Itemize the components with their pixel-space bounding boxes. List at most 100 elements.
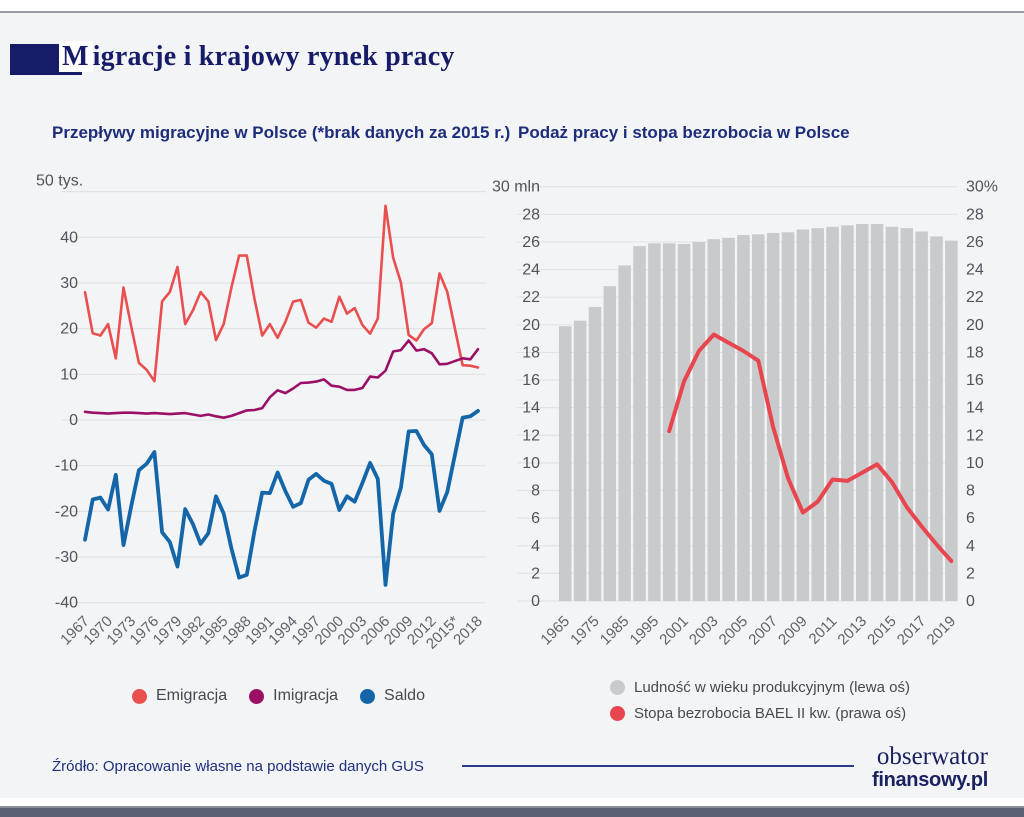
y-tick-label-right: 4: [966, 538, 975, 555]
x-tick-label: 2017: [894, 613, 930, 649]
y-tick-label-left: 8: [531, 483, 540, 500]
bottom-border-line: [0, 806, 1024, 808]
y-tick-label: 30: [60, 275, 78, 292]
x-tick-label: 2019: [924, 613, 960, 649]
y-tick-label-left: 30 mln: [492, 179, 540, 196]
legend-label: Emigracja: [156, 687, 228, 704]
bar-2005: [737, 235, 750, 601]
legend-dot-icon: [610, 706, 625, 721]
bar-2003: [707, 239, 720, 602]
legend-item: Imigracja: [249, 687, 338, 705]
legend-item: Ludność w wieku produkcyjnym (lewa oś): [610, 679, 910, 696]
y-tick-label-left: 2: [531, 565, 540, 582]
y-tick-label-right: 28: [966, 206, 984, 223]
bar-1965: [559, 326, 572, 601]
y-tick-label-right: 26: [966, 234, 984, 251]
legend-label: Ludność w wieku produkcyjnym (lewa oś): [634, 679, 910, 696]
labor-chart-title: Podaż pracy i stopa bezrobocia w Polsce: [518, 123, 850, 142]
legend-label: Stopa bezrobocia BAEL II kw. (prawa oś): [634, 705, 907, 722]
x-tick-label: 2015: [864, 613, 900, 649]
y-tick-label: 40: [60, 229, 78, 246]
brand-logo-line1: obserwator: [876, 743, 988, 770]
bar-2010: [811, 228, 824, 601]
labor-chart-legend: Ludność w wieku produkcyjnym (lewa oś) St…: [610, 679, 910, 722]
page-title-rest: igracje i krajowy rynek pracy: [92, 41, 455, 72]
migration-chart-title: Przepływy migracyjne w Polsce (*brak dan…: [52, 123, 511, 142]
y-tick-label-left: 24: [522, 262, 540, 279]
legend-label: Saldo: [384, 687, 425, 704]
bar-2011: [826, 226, 839, 601]
migration-chart-legend: Emigracja Imigracja Saldo: [132, 687, 425, 705]
y-tick-label-left: 0: [531, 593, 540, 610]
y-tick-label-right: 10: [966, 455, 984, 472]
x-tick-label: 1965: [537, 613, 573, 649]
series-unemployment-rate: [667, 332, 954, 563]
y-tick-label-right: 8: [966, 483, 975, 500]
x-tick-label: 1985: [597, 613, 633, 649]
y-tick-label: 50 tys.: [36, 173, 83, 190]
x-tick-label: 2007: [745, 613, 781, 649]
legend-item: Stopa bezrobocia BAEL II kw. (prawa oś): [610, 705, 906, 722]
bar-2000: [662, 243, 676, 602]
bar-2009: [796, 229, 810, 602]
y-tick-label-right: 12: [966, 427, 984, 444]
bar-2002: [692, 241, 706, 601]
y-tick-label-right: 20: [966, 317, 984, 334]
y-tick-label-left: 20: [522, 317, 540, 334]
bar-2008: [781, 232, 795, 601]
x-tick-label: 2005: [716, 613, 752, 649]
legend-dot-icon: [360, 688, 376, 704]
legend-dot-icon: [610, 680, 625, 695]
bar-1990: [633, 246, 646, 601]
bar-1995: [648, 243, 661, 602]
y-tick-label: 20: [60, 321, 78, 338]
bar-2007: [766, 232, 780, 601]
bar-2015: [885, 226, 899, 601]
bar-1970: [573, 320, 587, 601]
migration-chart: 50 tys.403020100-10-20-30-40196719701973…: [36, 173, 486, 653]
y-tick-label-left: 22: [522, 289, 540, 306]
legend-item: Emigracja: [132, 687, 227, 705]
legend-dot-icon: [132, 688, 147, 704]
y-tick-label-left: 16: [522, 372, 540, 389]
y-tick-label: 0: [69, 412, 78, 429]
y-tick-label-left: 14: [522, 400, 540, 417]
bar-2018: [930, 236, 943, 601]
series-imigracja: [83, 339, 480, 419]
x-tick-label: 1995: [627, 613, 663, 649]
y-tick-label-right: 0: [966, 593, 975, 610]
legend-dot-icon: [249, 688, 265, 704]
y-tick-label-left: 18: [522, 344, 540, 361]
y-tick-label: -10: [55, 458, 78, 475]
x-tick-label: 1975: [567, 613, 603, 649]
y-tick-label: -20: [55, 503, 78, 520]
y-tick-label-left: 4: [531, 538, 540, 555]
bar-1975: [588, 306, 602, 601]
footer-divider-line: [462, 765, 854, 767]
y-tick-label-right: 18: [966, 344, 984, 361]
y-tick-label-right: 6: [966, 510, 975, 527]
source-text: Źródło: Opracowanie własne na podstawie …: [52, 758, 424, 775]
bar-2013: [856, 223, 869, 601]
y-tick-label-right: 14: [966, 400, 984, 417]
bar-2012: [841, 225, 854, 602]
bar-1980: [603, 286, 617, 601]
series-emigracja: [83, 204, 480, 383]
brand-logo: obserwator finansowy.pl: [872, 744, 988, 790]
series-saldo: [83, 409, 480, 587]
y-tick-label: -30: [55, 549, 78, 566]
bar-2019: [945, 240, 958, 601]
y-tick-label-left: 12: [522, 427, 540, 444]
x-tick-label: 2011: [806, 613, 841, 648]
y-tick-label: -40: [55, 595, 78, 612]
bar-2014: [870, 223, 884, 601]
y-tick-label-right: 22: [966, 289, 984, 306]
x-tick-label: 2013: [834, 613, 870, 649]
bar-2017: [915, 231, 928, 601]
bar-2016: [900, 228, 914, 601]
bottom-bar: [0, 808, 1024, 817]
x-tick-label: 2009: [775, 613, 811, 649]
y-tick-label-left: 26: [522, 234, 540, 251]
